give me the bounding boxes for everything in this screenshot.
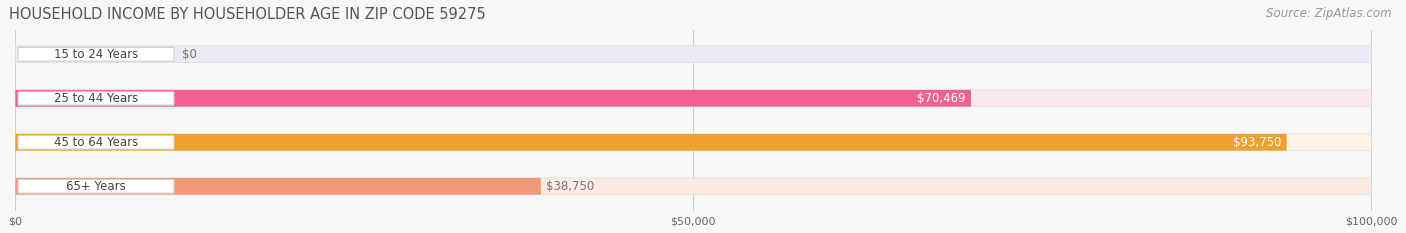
Text: HOUSEHOLD INCOME BY HOUSEHOLDER AGE IN ZIP CODE 59275: HOUSEHOLD INCOME BY HOUSEHOLDER AGE IN Z… — [8, 7, 485, 22]
FancyBboxPatch shape — [15, 90, 1371, 107]
FancyBboxPatch shape — [18, 91, 174, 105]
Text: $93,750: $93,750 — [1233, 136, 1281, 149]
FancyBboxPatch shape — [15, 134, 1286, 151]
Text: $70,469: $70,469 — [917, 92, 966, 105]
FancyBboxPatch shape — [15, 90, 972, 107]
Text: 25 to 44 Years: 25 to 44 Years — [53, 92, 138, 105]
FancyBboxPatch shape — [15, 46, 1371, 63]
FancyBboxPatch shape — [15, 178, 1371, 195]
FancyBboxPatch shape — [18, 179, 174, 193]
Text: 65+ Years: 65+ Years — [66, 180, 127, 193]
Text: $38,750: $38,750 — [547, 180, 595, 193]
FancyBboxPatch shape — [15, 134, 1371, 151]
Text: 45 to 64 Years: 45 to 64 Years — [53, 136, 138, 149]
FancyBboxPatch shape — [15, 178, 541, 195]
Text: 15 to 24 Years: 15 to 24 Years — [53, 48, 138, 61]
Text: $0: $0 — [183, 48, 197, 61]
FancyBboxPatch shape — [18, 47, 174, 61]
FancyBboxPatch shape — [18, 135, 174, 149]
Text: Source: ZipAtlas.com: Source: ZipAtlas.com — [1267, 7, 1392, 20]
